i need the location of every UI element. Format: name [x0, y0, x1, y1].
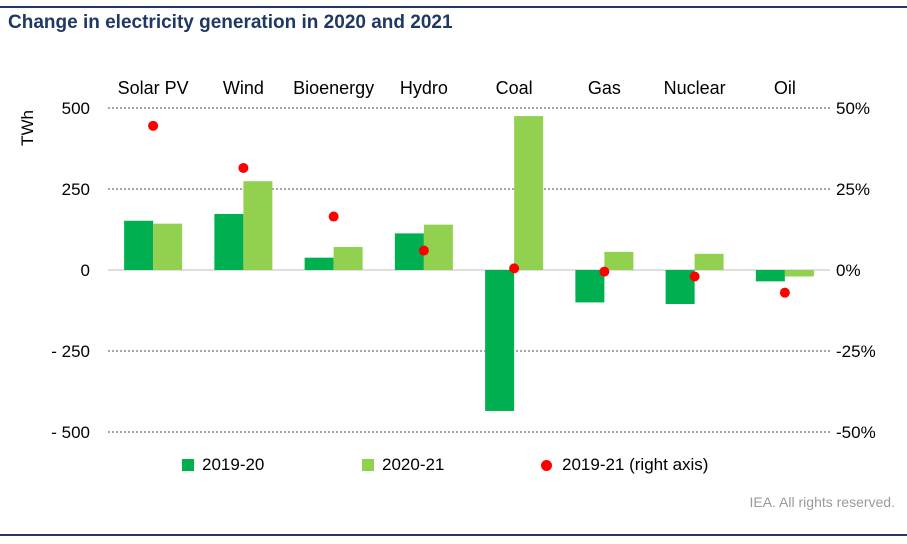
legend-dot-2019-21: [541, 459, 552, 471]
y-tick-label-3: - 250: [51, 342, 90, 361]
bar-2020-21-1: [243, 181, 273, 270]
point-2019-21-4: [509, 263, 520, 274]
y2-tick-label-3: -25%: [836, 342, 876, 361]
bar-2019-20-5: [575, 270, 605, 303]
bar-2020-21-6: [694, 253, 724, 270]
bottom-rule: [0, 534, 907, 536]
bar-2020-21-2: [333, 246, 363, 270]
legend-item-2020-21: 2020-21: [362, 455, 444, 475]
point-2019-21-3: [418, 245, 429, 256]
point-2019-21-2: [328, 211, 339, 222]
y2-tick-label-4: -50%: [836, 423, 876, 442]
point-2019-21-7: [779, 287, 790, 298]
bar-2020-21-0: [153, 223, 183, 270]
legend-item-2019-20: 2019-20: [182, 455, 264, 475]
bar-2019-20-1: [214, 213, 244, 270]
source-note: IEA. All rights reserved.: [749, 494, 895, 510]
bar-2020-21-7: [784, 270, 814, 277]
legend: 2019-20 2020-21 2019-21 (right axis): [0, 455, 907, 479]
category-label-5: Gas: [588, 78, 621, 98]
y2-tick-label-0: 50%: [836, 99, 870, 118]
point-2019-21-5: [599, 266, 610, 277]
category-label-1: Wind: [223, 78, 264, 98]
legend-label-2020-21: 2020-21: [382, 455, 445, 474]
bar-2020-21-3: [423, 224, 453, 270]
category-label-3: Hydro: [400, 78, 448, 98]
point-2019-21-0: [148, 120, 159, 131]
category-label-6: Nuclear: [664, 78, 726, 98]
bar-2020-21-4: [514, 116, 544, 270]
y-axis-label: TWh: [18, 110, 37, 146]
y-tick-label-2: 0: [81, 261, 90, 280]
bar-2019-20-4: [485, 270, 515, 411]
y-tick-label-1: 250: [62, 180, 90, 199]
y2-tick-label-2: 0%: [836, 261, 861, 280]
bar-2019-20-0: [124, 220, 154, 270]
legend-swatch-2019-20: [182, 459, 194, 471]
y-tick-label-4: - 500: [51, 423, 90, 442]
y-tick-label-0: 500: [62, 99, 90, 118]
point-2019-21-6: [689, 271, 700, 282]
top-rule: [0, 6, 907, 8]
legend-swatch-2020-21: [362, 459, 374, 471]
bar-2019-20-7: [755, 270, 785, 282]
y2-tick-label-1: 25%: [836, 180, 870, 199]
category-label-4: Coal: [496, 78, 533, 98]
category-label-0: Solar PV: [118, 78, 189, 98]
bar-2020-21-5: [604, 251, 634, 270]
bar-2019-20-2: [304, 257, 334, 270]
point-2019-21-1: [238, 162, 249, 173]
category-label-2: Bioenergy: [293, 78, 374, 98]
legend-label-2019-21: 2019-21 (right axis): [562, 455, 709, 474]
category-label-7: Oil: [774, 78, 796, 98]
legend-label-2019-20: 2019-20: [202, 455, 265, 474]
legend-item-2019-21: 2019-21 (right axis): [541, 455, 708, 475]
chart-title: Change in electricity generation in 2020…: [8, 12, 453, 33]
